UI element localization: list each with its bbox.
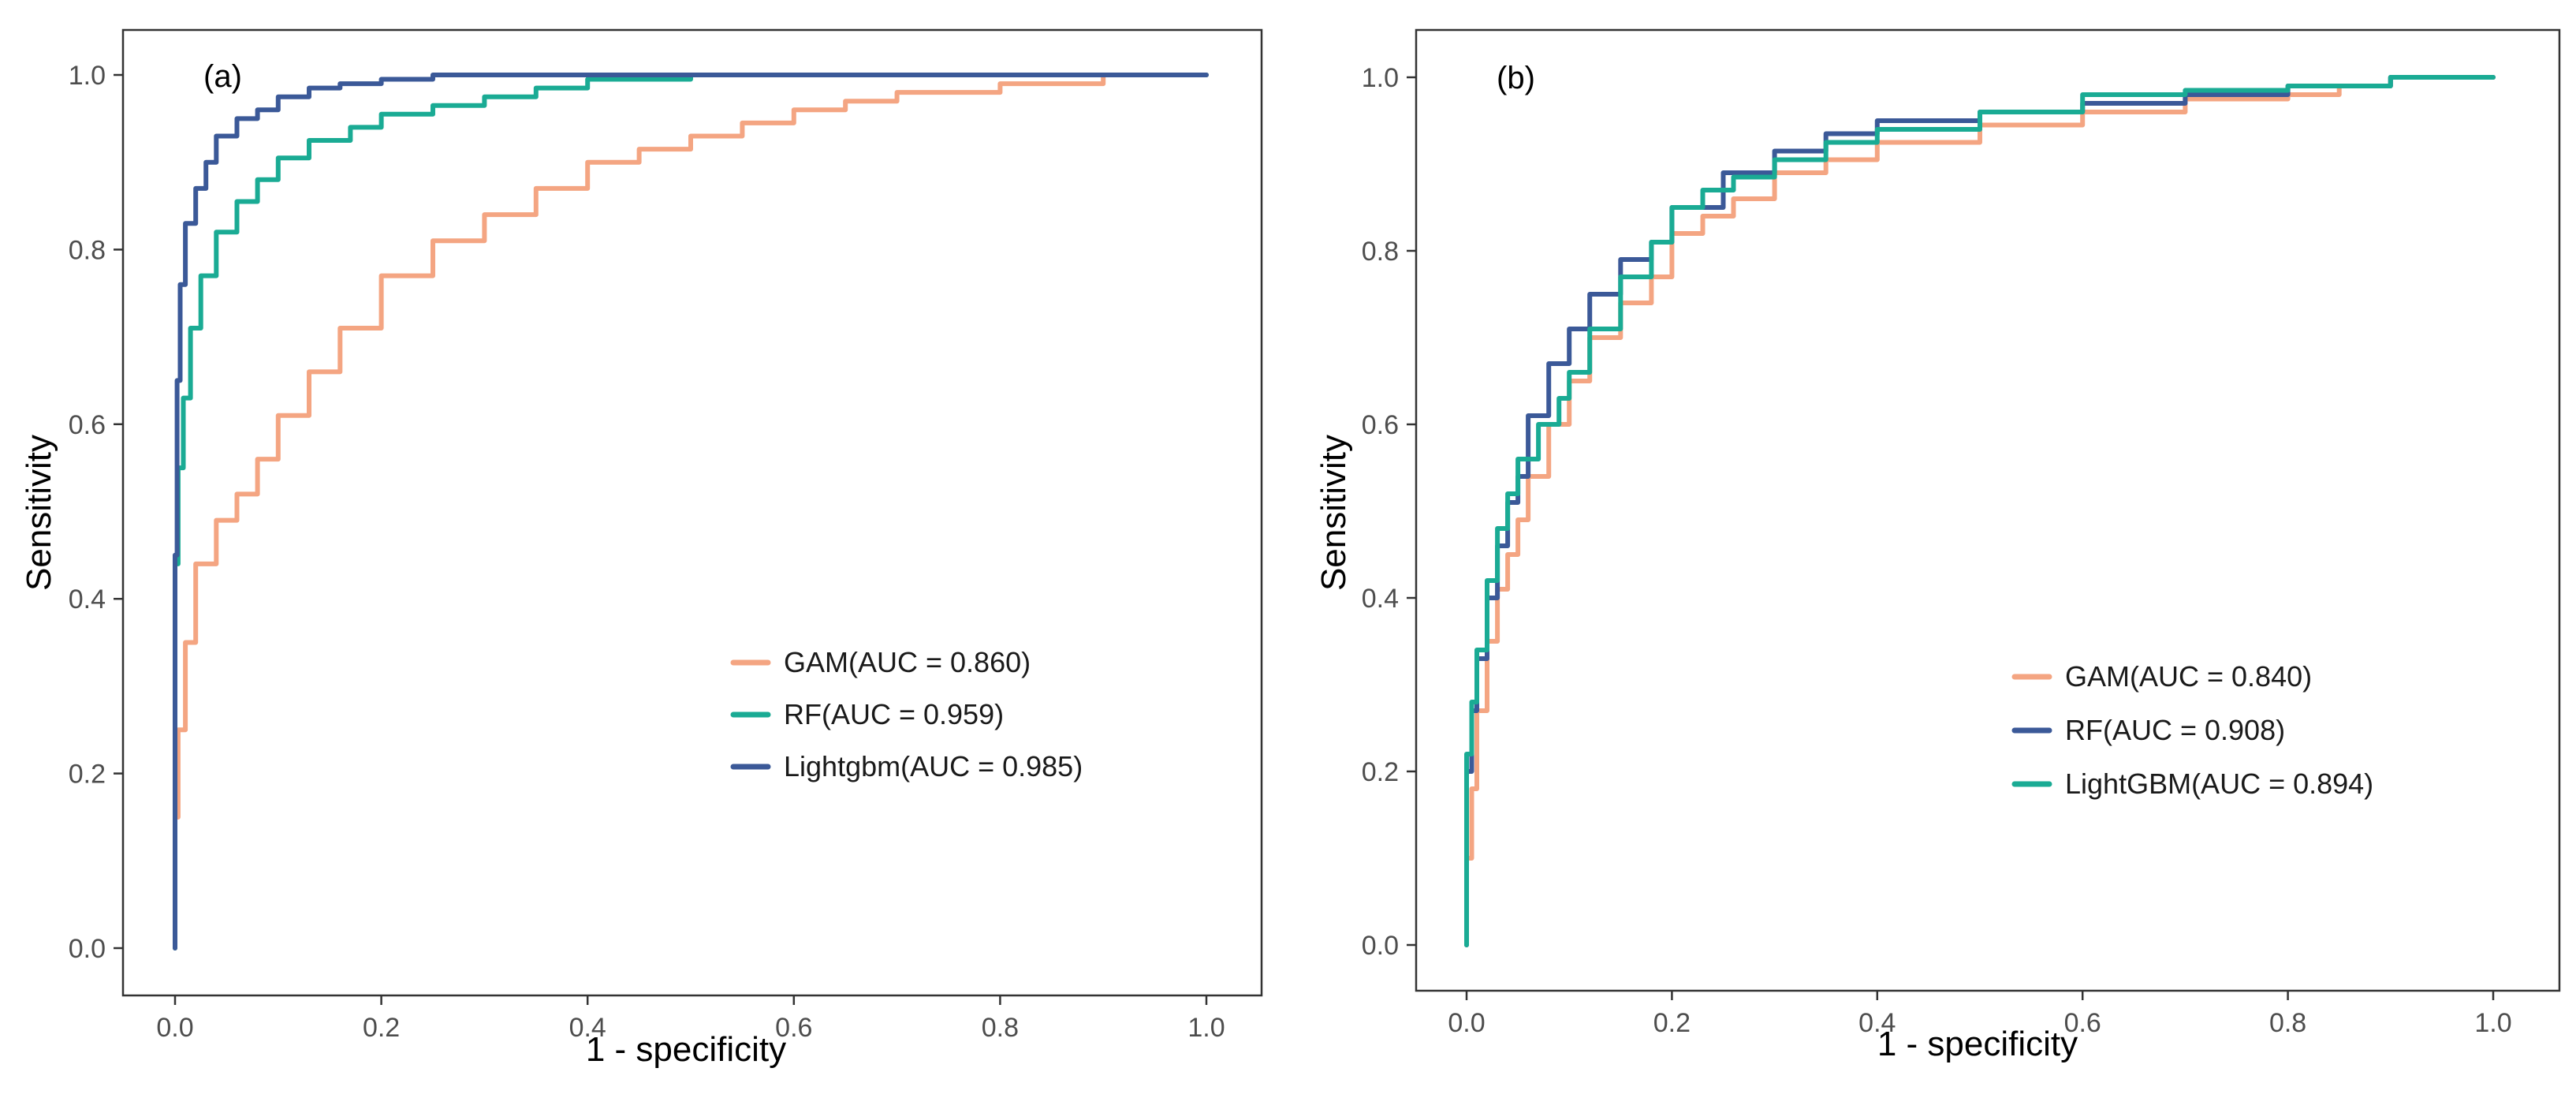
x-tick-label: 0.4 [1858,1008,1896,1038]
panel-b-roc-chart: 0.0 0.2 0.4 0.6 0.8 1.0 0.0 0.2 0.4 0.6 0.8 1.0 1 - … [1314,28,2561,1063]
y-axis-title: Sensitivity [20,435,58,591]
y-tick-label: 0.8 [69,235,106,265]
y-tick-label: 0.0 [69,934,106,964]
panel-label: (a) [203,59,242,94]
y-tick-label: 0.4 [69,584,106,614]
y-tick-label: 0.0 [1362,931,1399,961]
legend-label-series-3: LightGBM(AUC = 0.894) [2065,767,2373,800]
y-axis-title: Sensitivity [1314,435,1353,591]
panel-label: (b) [1497,61,1535,95]
x-tick-label: 0.8 [2269,1008,2306,1038]
y-tick-label: 1.0 [69,61,106,91]
x-tick-label: 1.0 [2474,1008,2511,1038]
legend-label-series-2: RF(AUC = 0.908) [2065,714,2285,746]
x-tick-label: 0.0 [156,1013,193,1043]
legend-label-series-2: RF(AUC = 0.959) [784,698,1004,730]
y-tick-label: 0.6 [1362,410,1399,440]
y-tick-label: 1.0 [1362,63,1399,93]
roc-curve-series-1 [173,73,1209,950]
panel-a-roc-chart: 0.0 0.2 0.4 0.6 0.8 1.0 0.0 0.2 0.4 0.6 0.8 1.0 1 - … [20,28,1263,1069]
x-tick-label: 0.6 [775,1013,812,1043]
y-tick-label: 0.8 [1362,237,1399,267]
x-tick-label: 0.2 [363,1013,400,1043]
roc-curve-series-3 [173,73,1209,950]
y-tick-label: 0.2 [69,760,106,790]
legend-label-series-1: GAM(AUC = 0.860) [784,646,1031,678]
roc-curve-series-3 [1464,75,2496,947]
y-tick-label: 0.4 [1362,584,1399,614]
y-tick-label: 0.6 [69,410,106,440]
plot-frame [1415,28,2561,992]
roc-curve-series-2 [173,73,1209,950]
x-axis-title: 1 - specificity [1877,1025,2078,1063]
y-tick-label: 0.2 [1362,757,1399,787]
legend-label-series-1: GAM(AUC = 0.840) [2065,660,2312,693]
x-tick-label: 0.8 [982,1013,1019,1043]
plot-frame [121,28,1263,997]
x-tick-label: 0.0 [1448,1008,1485,1038]
x-tick-label: 1.0 [1187,1013,1225,1043]
legend-label-series-3: Lightgbm(AUC = 0.985) [784,750,1083,782]
x-tick-label: 0.6 [2064,1008,2101,1038]
x-tick-label: 0.2 [1653,1008,1691,1038]
x-axis-title: 1 - specificity [586,1030,786,1069]
x-tick-label: 0.4 [569,1013,606,1043]
